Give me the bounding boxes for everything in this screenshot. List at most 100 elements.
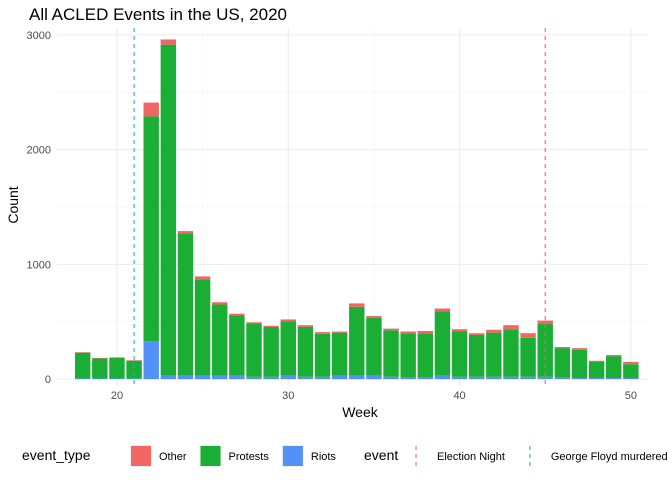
bar-other-week-18 — [74, 352, 91, 353]
bar-riots-week-30 — [280, 375, 296, 380]
x-tick-label: 50 — [625, 390, 637, 402]
bar-protests-week-19 — [92, 358, 108, 379]
bar-other-week-46 — [554, 346, 571, 349]
bar-protests-week-41 — [468, 334, 485, 377]
legend-label-riots: Riots — [311, 451, 337, 463]
bar-protests-week-35 — [366, 317, 382, 376]
bar-protests-week-27 — [229, 315, 245, 376]
bar-other-week-27 — [229, 313, 245, 316]
bar-other-week-49 — [606, 355, 622, 357]
bars — [74, 39, 639, 380]
x-tick-label: 20 — [111, 390, 123, 402]
bar-riots-week-38 — [417, 377, 434, 380]
bar-riots-week-37 — [400, 377, 416, 380]
legend-swatch-riots — [282, 446, 303, 466]
bar-riots-week-36 — [383, 376, 399, 380]
bar-protests-week-40 — [451, 331, 468, 377]
legend-fill-title: event_type — [22, 447, 91, 463]
bar-riots-week-29 — [263, 376, 279, 380]
bar-protests-week-49 — [606, 356, 622, 378]
y-tick-label: 0 — [45, 374, 51, 386]
bar-other-week-47 — [571, 348, 588, 350]
bar-other-week-21 — [126, 360, 142, 361]
y-axis-ticks: 0 1000 2000 3000 — [27, 30, 51, 386]
bar-other-week-38 — [417, 330, 434, 334]
bar-other-week-41 — [468, 333, 485, 335]
bar-protests-week-39 — [434, 311, 451, 376]
bar-riots-week-21 — [126, 378, 142, 380]
bar-riots-week-20 — [109, 378, 125, 380]
bar-riots-week-26 — [212, 375, 228, 380]
reference-lines — [133, 28, 546, 386]
x-tick-label: 40 — [453, 390, 465, 402]
bar-protests-week-18 — [74, 352, 91, 379]
bar-protests-week-26 — [212, 304, 228, 376]
bar-other-week-44 — [520, 333, 536, 338]
bar-riots-week-28 — [246, 376, 262, 380]
y-tick-label: 2000 — [27, 145, 51, 157]
bar-protests-week-21 — [126, 360, 142, 379]
bar-other-week-37 — [400, 331, 416, 334]
bar-protests-week-29 — [263, 326, 279, 377]
bar-riots-week-49 — [606, 377, 622, 380]
bar-other-week-23 — [160, 39, 177, 45]
bar-riots-week-35 — [366, 375, 382, 380]
bar-riots-week-18 — [74, 378, 91, 380]
bar-riots-week-43 — [503, 376, 519, 380]
bar-riots-week-44 — [520, 376, 536, 380]
x-tick-label: 30 — [282, 390, 294, 402]
legend-label-other: Other — [159, 451, 187, 463]
y-tick-label: 1000 — [27, 259, 51, 271]
bar-protests-week-37 — [400, 333, 416, 378]
bar-other-week-36 — [383, 328, 399, 331]
bar-riots-week-25 — [194, 375, 211, 380]
bar-riots-week-27 — [229, 375, 245, 380]
bar-riots-week-45 — [537, 376, 553, 380]
bar-other-week-29 — [263, 325, 279, 327]
bar-other-week-32 — [314, 332, 331, 334]
bar-riots-week-31 — [297, 376, 314, 380]
bar-other-week-34 — [349, 303, 365, 307]
legend-fill-entries: Other Protests Riots — [130, 445, 336, 467]
bar-protests-week-20 — [109, 357, 125, 379]
legend: event_type Other Protests Riots event Elec… — [22, 445, 668, 467]
bar-other-week-22 — [143, 102, 159, 117]
bar-protests-week-47 — [571, 349, 588, 378]
y-tick-label: 3000 — [27, 30, 51, 42]
bar-protests-week-31 — [297, 326, 314, 377]
bar-protests-week-33 — [331, 332, 348, 376]
legend-line-entries: Election Night George Floyd murdered — [415, 446, 668, 466]
bar-riots-week-46 — [554, 377, 571, 380]
bar-other-week-24 — [177, 231, 194, 234]
bar-protests-week-34 — [349, 306, 365, 376]
bar-other-week-19 — [92, 357, 108, 359]
bar-protests-week-48 — [588, 361, 605, 378]
bar-riots-week-33 — [331, 375, 348, 380]
bar-riots-week-42 — [486, 376, 502, 380]
bar-other-week-43 — [503, 325, 519, 330]
bar-protests-week-36 — [383, 330, 399, 377]
bar-other-week-39 — [434, 308, 451, 312]
bar-protests-week-28 — [246, 323, 262, 377]
bar-protests-week-25 — [194, 279, 211, 376]
legend-swatch-other — [131, 446, 151, 466]
bar-other-week-28 — [246, 322, 262, 324]
bar-other-week-45 — [537, 320, 553, 325]
bar-riots-week-22 — [143, 341, 159, 380]
legend-label-protests: Protests — [229, 451, 270, 463]
bar-riots-week-39 — [434, 375, 451, 380]
bar-other-week-31 — [297, 325, 314, 327]
bar-riots-week-40 — [451, 376, 468, 380]
bar-protests-week-23 — [160, 44, 177, 376]
bar-riots-week-48 — [588, 377, 605, 380]
x-axis-ticks: 20 30 40 50 — [111, 390, 637, 402]
bar-other-week-40 — [451, 329, 468, 332]
bar-riots-week-41 — [468, 376, 485, 380]
x-axis-title: Week — [342, 404, 379, 420]
bar-other-week-25 — [194, 276, 211, 280]
legend-line-title: event — [364, 447, 398, 463]
bar-protests-week-44 — [520, 337, 536, 377]
bar-protests-week-46 — [554, 348, 571, 378]
bar-other-week-50 — [623, 361, 639, 365]
bar-protests-week-38 — [417, 333, 434, 378]
